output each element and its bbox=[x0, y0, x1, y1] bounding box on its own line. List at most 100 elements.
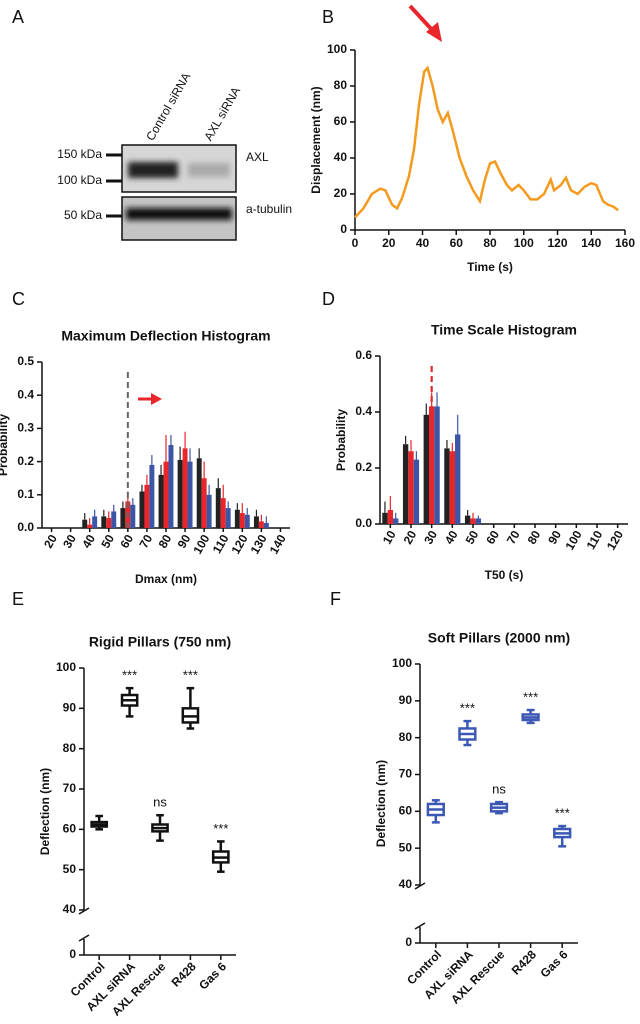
bar bbox=[87, 524, 93, 528]
bar bbox=[120, 508, 126, 528]
arrow bbox=[408, 4, 442, 42]
bar bbox=[423, 414, 429, 524]
marker-label: 100 kDa bbox=[57, 173, 102, 187]
x-tick-label: 160 bbox=[615, 236, 635, 250]
bar bbox=[434, 406, 440, 524]
band bbox=[188, 163, 230, 177]
panel-label: F bbox=[330, 589, 341, 609]
x-tick-label: 70 bbox=[136, 532, 155, 551]
x-tick-label: 60 bbox=[483, 528, 502, 547]
significance-label: *** bbox=[213, 821, 228, 836]
bar bbox=[149, 464, 155, 528]
x-tick-label: 40 bbox=[416, 236, 430, 250]
x-tick-label: Gas 6 bbox=[538, 947, 571, 980]
y-tick-label: 0.0 bbox=[17, 520, 34, 534]
x-tick-label: 60 bbox=[117, 532, 136, 551]
y-tick-label: 100 bbox=[56, 660, 76, 674]
panel-label: B bbox=[322, 7, 334, 27]
bar bbox=[253, 516, 259, 528]
y-tick-label: 0.1 bbox=[17, 487, 34, 501]
significance-label: *** bbox=[183, 668, 198, 683]
y-tick-label: 80 bbox=[334, 78, 348, 92]
bar bbox=[225, 508, 231, 528]
band-label: AXL bbox=[246, 150, 269, 164]
y-tick-label: 60 bbox=[399, 804, 413, 818]
bar bbox=[106, 518, 112, 528]
chart-title: Rigid Pillars (750 nm) bbox=[89, 634, 231, 650]
y-tick-label: 0.0 bbox=[355, 516, 372, 530]
y-tick-label: 60 bbox=[63, 822, 77, 836]
x-axis-label: T50 (s) bbox=[485, 568, 524, 582]
x-tick-label: 30 bbox=[60, 532, 79, 551]
panel-label: E bbox=[12, 589, 24, 609]
bar bbox=[139, 491, 145, 528]
y-tick-label: 0.4 bbox=[17, 387, 34, 401]
y-tick-label: 70 bbox=[399, 767, 413, 781]
y-tick-label: 40 bbox=[399, 877, 413, 891]
axis-break bbox=[414, 882, 426, 890]
bar bbox=[206, 494, 212, 528]
x-tick-label: 110 bbox=[210, 532, 232, 556]
y-tick-label: 40 bbox=[63, 902, 77, 916]
x-tick-label: 80 bbox=[525, 528, 544, 547]
axis-break bbox=[414, 922, 426, 930]
y-tick-label: 50 bbox=[399, 840, 413, 854]
chart-title: Time Scale Histogram bbox=[431, 322, 577, 338]
marker-label: 150 kDa bbox=[57, 147, 102, 161]
bar bbox=[470, 518, 476, 524]
bar bbox=[168, 445, 174, 528]
x-tick-label: 50 bbox=[98, 532, 117, 551]
western-blot: A Control siRNA AXL siRNA 150 kDa 100 kD… bbox=[12, 7, 292, 241]
bar bbox=[163, 461, 169, 528]
bar bbox=[158, 474, 164, 528]
chart-title: Maximum Deflection Histogram bbox=[61, 328, 270, 344]
panel-label: A bbox=[12, 7, 24, 27]
y-tick-label: 100 bbox=[327, 42, 347, 56]
x-tick-label: 70 bbox=[504, 528, 523, 547]
x-tick-label: 110 bbox=[584, 528, 606, 552]
y-tick-label: 80 bbox=[63, 741, 77, 755]
y-axis-label: Deflection (nm) bbox=[374, 760, 388, 847]
x-tick-label: 140 bbox=[267, 532, 289, 557]
y-tick-label: 20 bbox=[334, 186, 348, 200]
y-tick-label: 70 bbox=[63, 781, 77, 795]
bar bbox=[201, 478, 207, 528]
x-tick-label: 120 bbox=[604, 528, 626, 553]
x-tick-label: 130 bbox=[248, 532, 270, 557]
significance-label: *** bbox=[555, 806, 570, 821]
y-tick-label: 100 bbox=[392, 656, 412, 670]
bar bbox=[393, 518, 399, 524]
bar bbox=[196, 458, 202, 528]
x-tick-label: 80 bbox=[483, 236, 497, 250]
lane-label: Control siRNA bbox=[143, 70, 193, 143]
x-tick-label: 100 bbox=[514, 236, 534, 250]
y-tick-label: 0.2 bbox=[17, 454, 34, 468]
bar bbox=[455, 434, 461, 524]
axis-break bbox=[78, 934, 90, 942]
x-tick-label: 60 bbox=[450, 236, 464, 250]
x-tick-label: 140 bbox=[581, 236, 601, 250]
x-tick-label: 40 bbox=[79, 532, 98, 551]
x-tick-label: 120 bbox=[229, 532, 251, 557]
bar bbox=[428, 406, 435, 524]
x-tick-label: 120 bbox=[547, 236, 567, 250]
x-tick-label: 40 bbox=[442, 528, 461, 547]
bar bbox=[449, 451, 456, 524]
panel-label: C bbox=[12, 289, 25, 309]
x-tick-label: R428 bbox=[169, 959, 199, 989]
y-tick-label: 0.5 bbox=[17, 354, 34, 368]
bar bbox=[234, 509, 240, 528]
y-tick-label: 0 bbox=[69, 947, 76, 961]
bar bbox=[144, 484, 150, 528]
x-axis-label: Dmax (nm) bbox=[135, 572, 197, 586]
bar bbox=[220, 498, 226, 528]
y-tick-label: 80 bbox=[399, 730, 413, 744]
bar bbox=[413, 459, 420, 524]
band bbox=[126, 208, 232, 220]
bar bbox=[258, 521, 264, 528]
bar bbox=[215, 488, 221, 528]
y-tick-label: 0.3 bbox=[17, 421, 34, 435]
chart-title: Soft Pillars (2000 nm) bbox=[428, 630, 570, 646]
band-label: a-tubulin bbox=[246, 202, 292, 216]
